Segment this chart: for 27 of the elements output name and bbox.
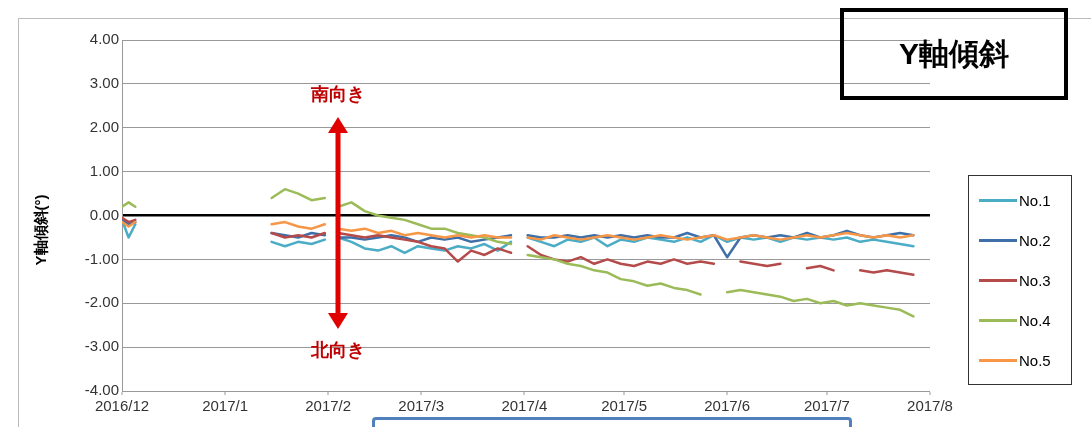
- x-tick-label: 2017/4: [501, 397, 548, 415]
- x-tick-label: 2016/12: [94, 397, 150, 415]
- x-tick-label: 2017/6: [704, 397, 751, 415]
- y-tick-label: 1.00: [89, 161, 119, 179]
- x-tick-label: 2017/1: [202, 397, 249, 415]
- y-axis-title: Y軸傾斜(°): [32, 194, 50, 266]
- legend-label: No.5: [1019, 351, 1051, 369]
- y-tick-label: -3.00: [84, 337, 119, 355]
- x-tick-label: 2017/3: [398, 397, 445, 415]
- x-tick-label: 2017/5: [601, 397, 648, 415]
- annotation: 南向き: [310, 82, 366, 104]
- y-tick-label: 3.00: [89, 74, 119, 92]
- chart-title: Y軸傾斜: [898, 35, 1010, 72]
- y-tick-label: 2.00: [89, 117, 119, 135]
- x-tick-label: 2017/8: [907, 397, 953, 415]
- y-tick-label: 0.00: [89, 205, 119, 223]
- legend-label: No.4: [1019, 311, 1051, 329]
- x-tick-label: 2017/2: [305, 397, 352, 415]
- y-tick-label: 4.00: [89, 30, 119, 48]
- annotation: 北向き: [310, 338, 366, 360]
- legend-label: No.2: [1019, 231, 1051, 249]
- x-tick-label: 2017/7: [803, 397, 850, 415]
- legend-label: No.3: [1019, 271, 1051, 289]
- legend-label: No.1: [1019, 191, 1051, 209]
- y-tick-label: -1.00: [84, 249, 119, 267]
- y-tick-label: -4.00: [84, 381, 119, 399]
- y-tick-label: -2.00: [84, 293, 119, 311]
